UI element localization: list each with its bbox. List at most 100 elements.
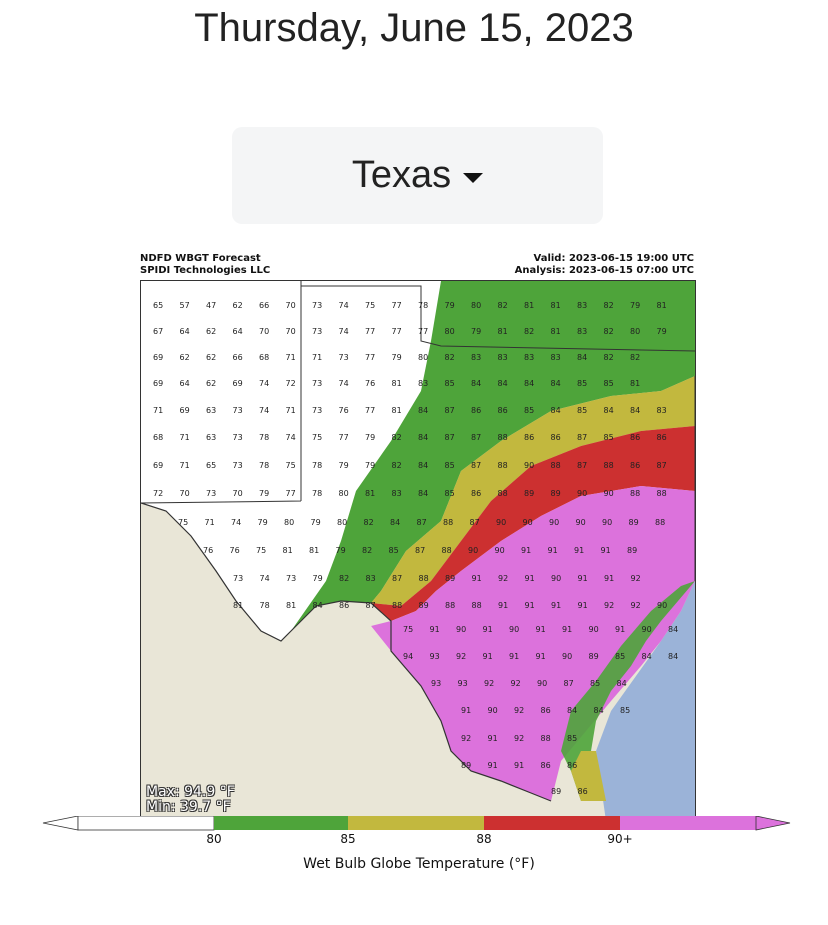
map-value-label: 88 — [419, 574, 429, 583]
map-value-label: 84 — [498, 379, 508, 388]
map-value-label: 86 — [630, 433, 640, 442]
map-value-label: 78 — [260, 601, 270, 610]
map-value-label: 86 — [541, 761, 551, 770]
colorbar-segment-90-plus — [620, 816, 756, 830]
map-value-label: 88 — [604, 461, 614, 470]
colorbar-segment-below-80 — [77, 816, 215, 831]
map-value-label: 79 — [630, 301, 640, 310]
map-value-label: 70 — [259, 327, 269, 336]
map-value-label: 90 — [604, 489, 614, 498]
map-value-label: 77 — [365, 327, 375, 336]
map-value-label: 83 — [551, 353, 561, 362]
map-value-label: 68 — [153, 433, 163, 442]
map-value-label: 69 — [153, 461, 163, 470]
map-value-label: 81 — [365, 489, 375, 498]
map-value-label: 87 — [471, 461, 481, 470]
colorbar-tick-80: 80 — [206, 832, 221, 846]
map-value-label: 73 — [312, 406, 322, 415]
map-value-label: 78 — [312, 489, 322, 498]
map-value-label: 47 — [206, 301, 216, 310]
map-value-label: 92 — [511, 679, 521, 688]
map-value-label: 79 — [365, 461, 375, 470]
map-value-label: 88 — [657, 489, 667, 498]
map-value-label: 92 — [456, 652, 466, 661]
map-value-label: 75 — [312, 433, 322, 442]
map-value-label: 82 — [445, 353, 455, 362]
map-value-label: 93 — [431, 679, 441, 688]
map-value-label: 90 — [509, 625, 519, 634]
map-value-label: 84 — [418, 489, 428, 498]
map-value-label: 91 — [562, 625, 572, 634]
map-value-label: 64 — [233, 327, 243, 336]
map-analysis-time: Analysis: 2023-06-15 07:00 UTC — [514, 265, 694, 276]
map-value-label: 91 — [430, 625, 440, 634]
map-value-label: 90 — [523, 518, 533, 527]
state-dropdown[interactable]: Texas — [232, 127, 603, 224]
map-value-label: 81 — [309, 546, 319, 555]
map-value-label: 86 — [498, 406, 508, 415]
map-value-label: 89 — [461, 761, 471, 770]
map-value-label: 90 — [496, 518, 506, 527]
map-value-label: 57 — [180, 301, 190, 310]
map-value-label: 63 — [206, 406, 216, 415]
map-value-label: 89 — [627, 546, 637, 555]
map-value-label: 83 — [577, 301, 587, 310]
map-value-label: 90 — [495, 546, 505, 555]
map-value-label: 82 — [604, 353, 614, 362]
map-value-label: 85 — [524, 406, 534, 415]
map-value-label: 91 — [525, 574, 535, 583]
map-value-label: 83 — [366, 574, 376, 583]
map-value-label: 71 — [153, 406, 163, 415]
map-value-label: 93 — [458, 679, 468, 688]
map-value-label: 76 — [230, 546, 240, 555]
map-value-label: 82 — [364, 518, 374, 527]
map-value-label: 83 — [392, 489, 402, 498]
map-value-label: 82 — [498, 301, 508, 310]
map-value-label: 73 — [339, 353, 349, 362]
map-value-label: 82 — [524, 327, 534, 336]
map-value-label: 66 — [259, 301, 269, 310]
map-value-label: 78 — [259, 461, 269, 470]
map-value-label: 74 — [260, 574, 270, 583]
map-value-label: 77 — [286, 489, 296, 498]
map-value-label: 64 — [180, 379, 190, 388]
map-value-label: 86 — [567, 761, 577, 770]
colorbar-title: Wet Bulb Globe Temperature (°F) — [303, 856, 535, 872]
map-value-label: 86 — [471, 406, 481, 415]
wbgt-map-graphic: 65 57 47 62 66 70 73 74 75 77 78 79 80 82 81 81 83 82 79 81… — [141, 281, 695, 821]
map-value-label: 87 — [392, 574, 402, 583]
map-value-label: 79 — [313, 574, 323, 583]
map-value-label: 78 — [312, 461, 322, 470]
map-value-label: 78 — [259, 433, 269, 442]
map-value-label: 80 — [337, 518, 347, 527]
map-value-label: 86 — [551, 433, 561, 442]
map-value-label: 79 — [392, 353, 402, 362]
map-value-label: 88 — [392, 601, 402, 610]
map-value-label: 84 — [471, 379, 481, 388]
map-value-label: 90 — [488, 706, 498, 715]
map-value-label: 91 — [536, 625, 546, 634]
colorbar-tick-85: 85 — [340, 832, 355, 846]
map-value-label: 83 — [471, 353, 481, 362]
colorbar: 80 85 88 90+ — [42, 816, 791, 846]
map-value-label: 82 — [339, 574, 349, 583]
map-value-label: 91 — [601, 546, 611, 555]
map-value-label: 92 — [631, 601, 641, 610]
map-value-label: 85 — [567, 734, 577, 743]
map-value-label: 76 — [365, 379, 375, 388]
map-value-label: 84 — [668, 652, 678, 661]
wbgt-map: 65 57 47 62 66 70 73 74 75 77 78 79 80 82 81 81 83 82 79 81… — [140, 280, 696, 822]
map-value-label: 85 — [604, 433, 614, 442]
map-value-label: 84 — [390, 518, 400, 527]
min-value: Min: 39.7 °F — [146, 799, 231, 815]
map-value-label: 85 — [604, 379, 614, 388]
map-value-label: 71 — [286, 406, 296, 415]
map-value-label: 85 — [577, 406, 587, 415]
max-value: Max: 94.9 °F — [146, 784, 235, 800]
map-value-label: 83 — [577, 327, 587, 336]
map-value-label: 90 — [589, 625, 599, 634]
map-value-label: 92 — [498, 574, 508, 583]
map-value-label: 71 — [205, 518, 215, 527]
colorbar-low-extension — [42, 816, 79, 831]
map-value-label: 91 — [578, 574, 588, 583]
